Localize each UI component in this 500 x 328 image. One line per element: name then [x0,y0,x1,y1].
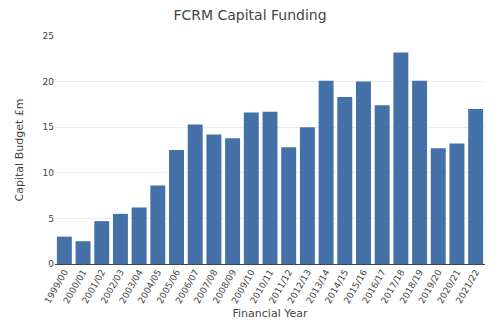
svg-text:5: 5 [48,214,54,224]
svg-text:FCRM Capital Funding: FCRM Capital Funding [173,7,326,23]
svg-text:2000/01: 2000/01 [61,268,88,305]
svg-text:2020/21: 2020/21 [435,268,462,305]
svg-text:2021/22: 2021/22 [454,268,481,305]
svg-text:1999/00: 1999/00 [43,268,70,306]
svg-text:2001/02: 2001/02 [80,268,107,305]
svg-text:2010/11: 2010/11 [248,268,275,305]
svg-text:2009/10: 2009/10 [230,268,257,306]
svg-text:0: 0 [48,259,54,269]
svg-text:Capital Budget £m: Capital Budget £m [13,99,26,202]
svg-text:2007/08: 2007/08 [192,268,219,306]
svg-text:2014/15: 2014/15 [323,268,350,305]
svg-text:2018/19: 2018/19 [398,268,425,306]
svg-text:2002/03: 2002/03 [99,268,126,305]
svg-text:2006/07: 2006/07 [173,268,200,305]
svg-text:2003/04: 2003/04 [117,268,144,306]
svg-text:15: 15 [43,122,54,132]
svg-text:10: 10 [43,168,55,178]
svg-text:2015/16: 2015/16 [342,268,369,306]
svg-text:Financial Year: Financial Year [233,307,308,320]
svg-text:2011/12: 2011/12 [267,268,294,305]
svg-text:2004/05: 2004/05 [136,268,163,305]
svg-text:2013/14: 2013/14 [304,268,331,306]
svg-text:2017/18: 2017/18 [379,268,406,306]
svg-text:20: 20 [43,77,55,87]
svg-text:2012/13: 2012/13 [286,268,313,305]
svg-text:2019/20: 2019/20 [417,268,444,306]
svg-text:25: 25 [43,31,54,41]
svg-text:2016/17: 2016/17 [360,268,387,305]
svg-text:2005/06: 2005/06 [155,268,182,306]
svg-text:2008/09: 2008/09 [211,268,238,306]
